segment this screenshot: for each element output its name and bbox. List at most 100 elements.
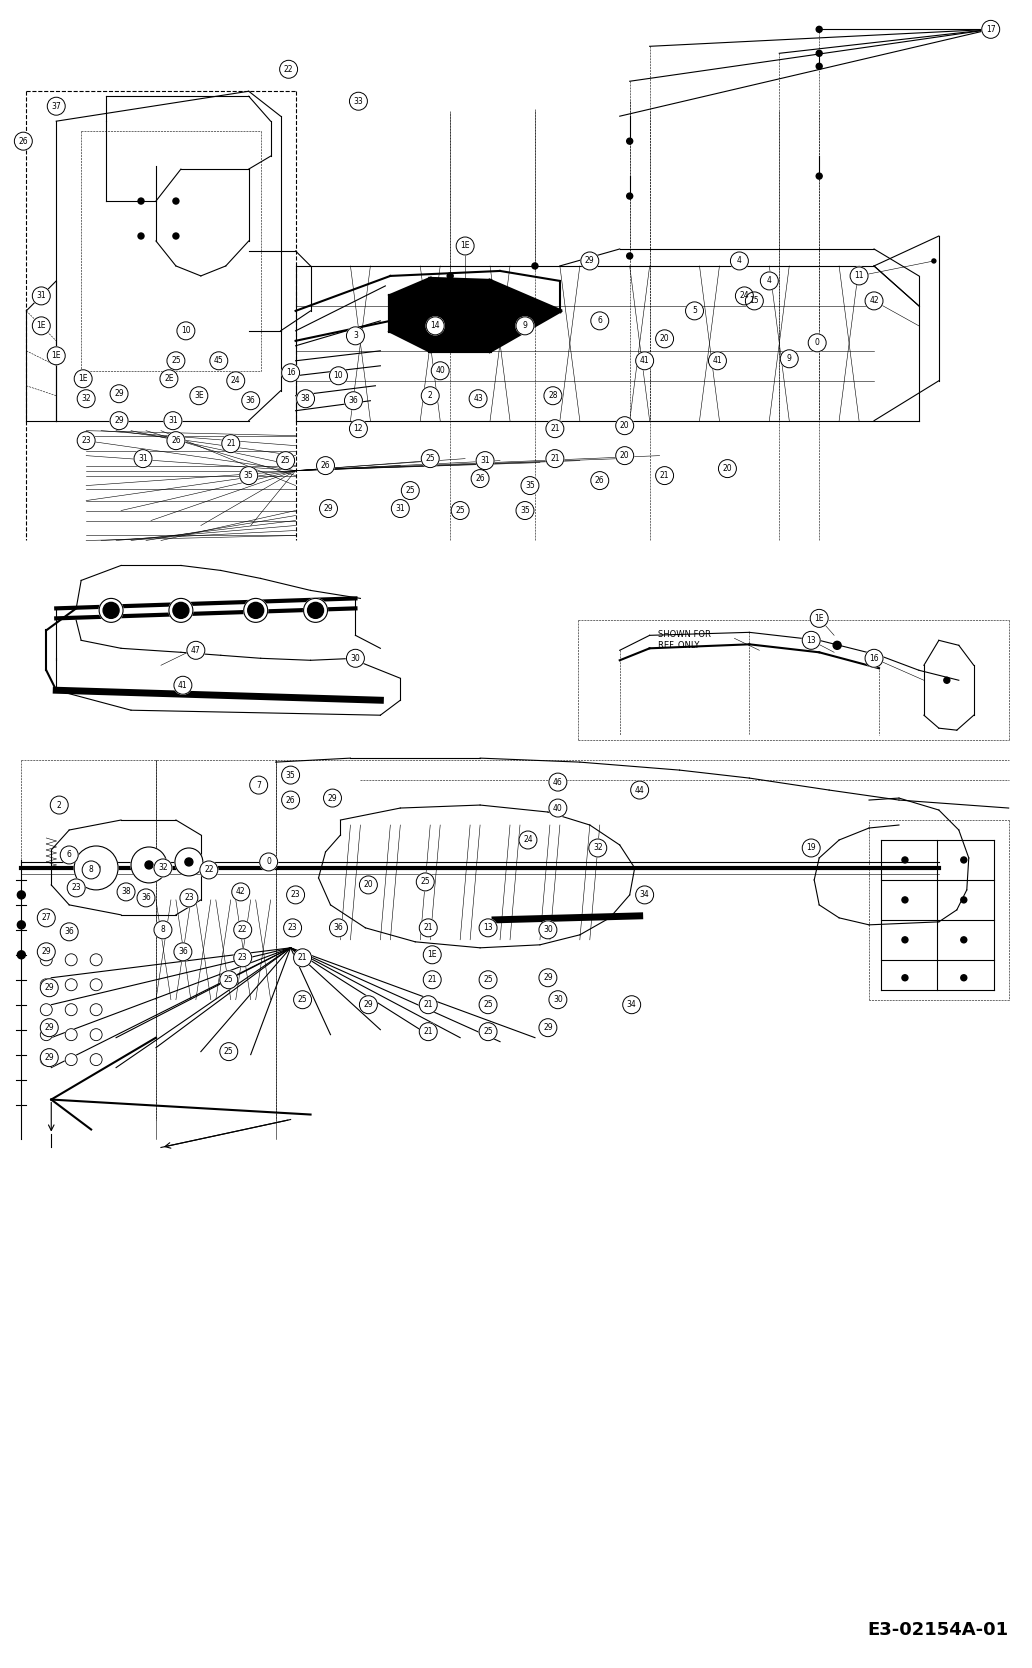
Circle shape — [284, 919, 301, 937]
Text: 31: 31 — [480, 455, 490, 465]
Text: 41: 41 — [640, 357, 649, 365]
Circle shape — [872, 299, 876, 304]
Text: 29: 29 — [324, 504, 333, 514]
Text: 13: 13 — [483, 924, 493, 932]
Text: SHOWN FOR
REF. ONLY: SHOWN FOR REF. ONLY — [657, 631, 710, 651]
Text: 33: 33 — [354, 97, 363, 105]
Circle shape — [479, 996, 497, 1014]
Circle shape — [169, 599, 193, 622]
Text: 21: 21 — [550, 424, 559, 434]
Text: 23: 23 — [238, 954, 248, 962]
Text: 6: 6 — [598, 317, 603, 325]
Circle shape — [277, 452, 294, 470]
Circle shape — [546, 420, 563, 437]
Circle shape — [426, 317, 444, 335]
Circle shape — [521, 477, 539, 495]
Circle shape — [345, 392, 362, 410]
Text: 35: 35 — [525, 480, 535, 490]
Text: 1E: 1E — [52, 352, 61, 360]
Text: 3: 3 — [353, 332, 358, 340]
Text: 30: 30 — [553, 996, 562, 1004]
Circle shape — [90, 979, 102, 991]
Circle shape — [718, 460, 737, 477]
Circle shape — [516, 317, 534, 335]
Text: 36: 36 — [349, 397, 358, 405]
Text: 29: 29 — [585, 257, 594, 265]
Text: 42: 42 — [869, 297, 879, 305]
Text: 31: 31 — [395, 504, 406, 514]
Circle shape — [463, 289, 467, 294]
Text: 25: 25 — [406, 485, 415, 495]
Circle shape — [590, 472, 609, 490]
Text: 21: 21 — [659, 470, 670, 480]
Text: 5: 5 — [692, 307, 697, 315]
Circle shape — [60, 846, 78, 864]
Circle shape — [154, 859, 172, 877]
Text: 9: 9 — [786, 354, 792, 364]
Circle shape — [308, 602, 323, 619]
Circle shape — [736, 287, 753, 305]
Text: 25: 25 — [420, 877, 430, 886]
Text: 29: 29 — [115, 417, 124, 425]
Text: 11: 11 — [854, 272, 864, 280]
Circle shape — [761, 272, 778, 290]
Circle shape — [167, 352, 185, 370]
Circle shape — [90, 1054, 102, 1066]
Circle shape — [347, 327, 364, 345]
Text: 40: 40 — [553, 804, 562, 812]
Text: 22: 22 — [238, 926, 248, 934]
Circle shape — [131, 847, 167, 882]
Circle shape — [451, 502, 470, 519]
Text: 29: 29 — [44, 1053, 54, 1063]
Circle shape — [419, 919, 438, 937]
Circle shape — [65, 1004, 77, 1016]
Text: 9: 9 — [522, 322, 527, 330]
Text: 27: 27 — [41, 914, 51, 922]
Circle shape — [631, 781, 649, 799]
Circle shape — [329, 367, 348, 385]
Text: 21: 21 — [226, 439, 235, 449]
Text: 25: 25 — [298, 996, 308, 1004]
Text: 10: 10 — [333, 372, 344, 380]
Circle shape — [902, 897, 908, 902]
Circle shape — [655, 330, 674, 349]
Text: 25: 25 — [425, 454, 436, 464]
Text: 23: 23 — [184, 894, 194, 902]
Circle shape — [187, 641, 204, 659]
Circle shape — [810, 609, 828, 627]
Text: 36: 36 — [64, 927, 74, 936]
Circle shape — [423, 971, 442, 989]
Circle shape — [37, 942, 56, 961]
Circle shape — [581, 252, 599, 270]
Circle shape — [347, 649, 364, 667]
Text: 24: 24 — [523, 836, 533, 844]
Text: 7: 7 — [256, 781, 261, 789]
Circle shape — [40, 1049, 58, 1066]
Text: 25: 25 — [455, 505, 465, 515]
Text: 32: 32 — [593, 844, 603, 852]
Circle shape — [549, 772, 567, 791]
Circle shape — [134, 450, 152, 467]
Text: 1E: 1E — [78, 374, 88, 384]
Text: 24: 24 — [231, 377, 240, 385]
Text: 41: 41 — [713, 357, 722, 365]
Circle shape — [282, 364, 299, 382]
Circle shape — [802, 839, 820, 857]
Text: 36: 36 — [246, 397, 256, 405]
Text: 26: 26 — [595, 475, 605, 485]
Circle shape — [60, 922, 78, 941]
Text: 25: 25 — [483, 976, 493, 984]
Circle shape — [160, 370, 178, 387]
Circle shape — [816, 173, 823, 178]
Circle shape — [90, 954, 102, 966]
Text: 40: 40 — [436, 367, 445, 375]
Text: 3E: 3E — [194, 392, 203, 400]
Circle shape — [961, 897, 967, 902]
Text: 34: 34 — [640, 891, 649, 899]
Circle shape — [413, 294, 417, 299]
Circle shape — [685, 302, 704, 320]
Text: 8: 8 — [161, 926, 165, 934]
Circle shape — [146, 861, 153, 869]
Text: 29: 29 — [363, 1001, 374, 1009]
Text: 23: 23 — [288, 924, 297, 932]
